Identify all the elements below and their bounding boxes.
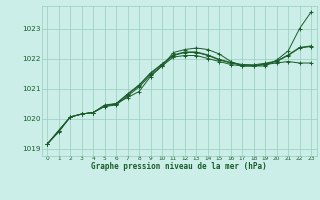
X-axis label: Graphe pression niveau de la mer (hPa): Graphe pression niveau de la mer (hPa) [91,162,267,171]
